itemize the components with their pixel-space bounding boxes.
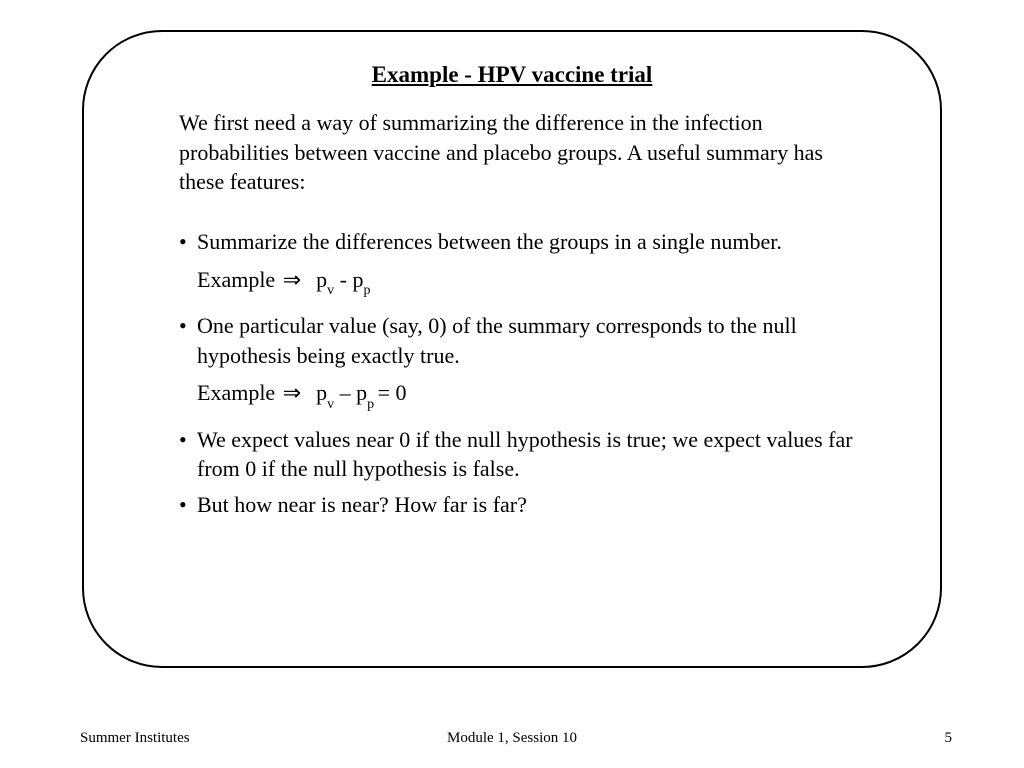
- bullet-text: We expect values near 0 if the null hypo…: [197, 425, 855, 484]
- bullet-marker-icon: •: [179, 311, 197, 341]
- footer-page-number: 5: [945, 730, 953, 747]
- expr-part: - p: [334, 267, 363, 292]
- bullet-text: One particular value (say, 0) of the sum…: [197, 311, 855, 370]
- subscript: v: [327, 397, 334, 412]
- bullet-marker-icon: •: [179, 227, 197, 257]
- subscript: v: [327, 283, 334, 298]
- slide-frame: Example - HPV vaccine trial We first nee…: [82, 30, 942, 668]
- implies-arrow-icon: ⇒: [281, 267, 305, 292]
- expr-part: = 0: [378, 380, 407, 405]
- bullet-item: • We expect values near 0 if the null hy…: [179, 425, 855, 484]
- footer-center: Module 1, Session 10: [0, 730, 1024, 747]
- bullet-text: But how near is near? How far is far?: [197, 490, 855, 520]
- expr-part: p: [316, 380, 327, 405]
- expr-part: p: [316, 267, 327, 292]
- bullet-marker-icon: •: [179, 490, 197, 520]
- example-line: Example ⇒ pv - pp: [197, 265, 855, 299]
- intro-paragraph: We first need a way of summarizing the d…: [179, 108, 845, 197]
- example-label: Example: [197, 380, 281, 405]
- subscript: p: [363, 283, 370, 298]
- implies-arrow-icon: ⇒: [281, 380, 305, 405]
- subscript: p: [367, 397, 378, 412]
- bullet-item: • Summarize the differences between the …: [179, 227, 855, 257]
- example-label: Example: [197, 267, 281, 292]
- bullet-text: Summarize the differences between the gr…: [197, 227, 855, 257]
- bullet-marker-icon: •: [179, 425, 197, 455]
- bullet-item: • One particular value (say, 0) of the s…: [179, 311, 855, 370]
- bullet-list: • Summarize the differences between the …: [179, 227, 855, 520]
- bullet-item: • But how near is near? How far is far?: [179, 490, 855, 520]
- example-line: Example ⇒ pv – pp = 0: [197, 378, 855, 412]
- slide-title: Example - HPV vaccine trial: [84, 62, 940, 88]
- expr-part: – p: [334, 380, 367, 405]
